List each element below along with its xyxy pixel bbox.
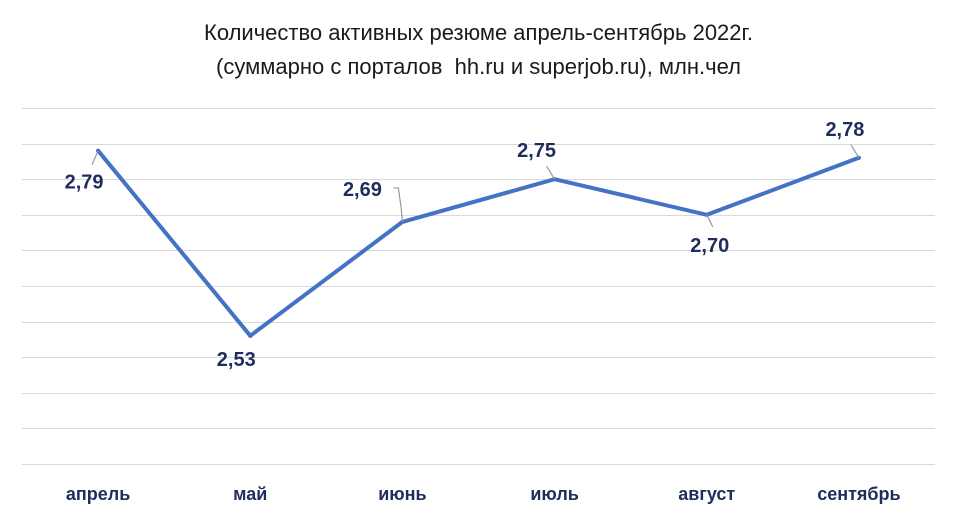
chart-title: Количество активных резюме апрель-сентяб… [204,20,753,45]
x-tick-label: май [233,484,267,504]
data-label: 2,70 [690,235,729,257]
x-tick-label: август [678,484,735,504]
data-label: 2,53 [217,349,256,371]
x-tick-label: сентябрь [817,484,900,504]
label-leader-line [706,214,714,228]
chart-subtitle: (суммарно с порталов hh.ru и superjob.ru… [216,54,741,79]
x-tick-label: июнь [378,484,426,504]
label-leader-line [91,150,99,165]
x-tick-label: апрель [66,484,130,504]
label-leader-line [850,144,860,159]
data-point [248,333,253,338]
label-leader-line [393,187,404,222]
data-label: 2,75 [517,140,556,162]
x-tick-label: июль [530,484,579,504]
label-leader-line [546,165,556,180]
data-label: 2,79 [65,172,104,194]
series-line [96,148,861,338]
data-label: 2,69 [343,179,382,201]
data-label: 2,78 [825,119,864,141]
